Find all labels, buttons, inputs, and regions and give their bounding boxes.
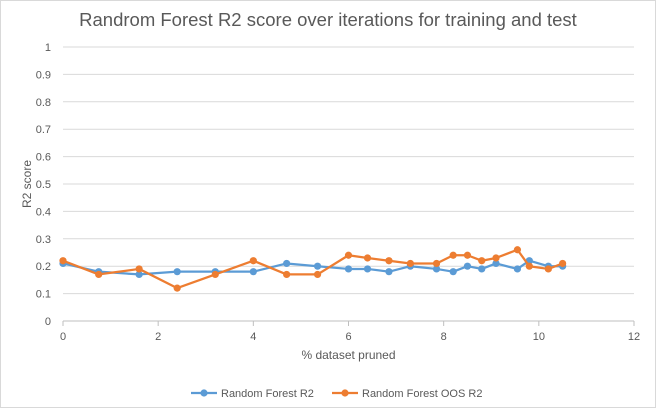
gridlines (63, 46, 634, 295)
chart-title: Randrom Forest R2 score over iterations … (79, 9, 577, 30)
data-point (559, 259, 567, 268)
series-1 (59, 257, 567, 279)
data-point (492, 259, 500, 268)
data-point (478, 265, 486, 273)
x-tick-label: 0 (60, 331, 66, 343)
y-tick-labels: 0 0.1 0.2 0.3 0.4 0.5 0.6 0.7 0.8 0.9 1 (36, 42, 51, 328)
x-axis-label: % dataset pruned (301, 348, 395, 362)
data-point (463, 251, 472, 259)
data-point (344, 251, 353, 259)
data-point (449, 268, 457, 276)
y-tick-label: 0.4 (36, 206, 51, 218)
data-point (313, 262, 322, 270)
legend-label: Random Forest R2 (221, 388, 314, 400)
data-point (249, 257, 257, 265)
data-point (313, 270, 322, 279)
legend-swatch-marker (341, 389, 349, 397)
data-point (59, 257, 67, 265)
y-tick-label: 0.7 (36, 124, 51, 136)
data-point (432, 259, 441, 268)
y-tick-label: 1 (45, 42, 51, 54)
data-point (525, 262, 533, 270)
y-tick-label: 0.8 (36, 97, 51, 109)
x-tick-label: 10 (533, 331, 545, 343)
y-tick-label: 0 (45, 316, 51, 328)
y-tick-label: 0.1 (36, 289, 51, 301)
y-axis-label: R2 score (20, 160, 34, 208)
data-point (478, 257, 486, 265)
data-point (211, 270, 219, 279)
legend-label: Random Forest OOS R2 (362, 388, 482, 400)
legend: Random Forest R2 Random Forest OOS R2 (191, 388, 482, 400)
x-tick-label: 6 (345, 331, 351, 343)
x-tick-label: 8 (441, 331, 447, 343)
data-point (432, 265, 441, 273)
data-point (283, 259, 291, 268)
data-point (249, 268, 257, 276)
y-tick-label: 0.9 (36, 69, 51, 81)
data-point (173, 284, 181, 292)
data-point (95, 270, 103, 279)
data-point (513, 246, 522, 254)
x-tick-labels: 0 2 4 6 8 10 12 (60, 331, 640, 343)
data-point (363, 265, 372, 273)
y-tick-label: 0.5 (36, 179, 51, 191)
y-tick-label: 0.6 (36, 152, 51, 164)
data-point (135, 270, 143, 279)
data-point (492, 254, 500, 262)
data-point (344, 265, 353, 273)
series-2 (59, 246, 567, 292)
data-point (513, 265, 522, 273)
y-tick-label: 0.3 (36, 234, 51, 246)
x-tick-label: 4 (250, 331, 256, 343)
data-point (283, 270, 291, 279)
data-point (385, 257, 393, 265)
data-point (449, 251, 457, 259)
data-point (173, 268, 181, 276)
data-point (363, 254, 372, 262)
axes (62, 320, 635, 326)
data-point (406, 259, 414, 268)
legend-item: Random Forest OOS R2 (332, 388, 482, 400)
data-point (135, 265, 143, 273)
data-point (544, 265, 552, 273)
x-tick-label: 2 (155, 331, 161, 343)
data-point (385, 268, 393, 276)
y-tick-label: 0.2 (36, 261, 51, 273)
legend-item: Random Forest R2 (191, 388, 314, 400)
legend-swatch-marker (200, 389, 208, 397)
data-point (463, 262, 472, 270)
x-tick-label: 12 (628, 331, 640, 343)
series-group (59, 246, 567, 292)
